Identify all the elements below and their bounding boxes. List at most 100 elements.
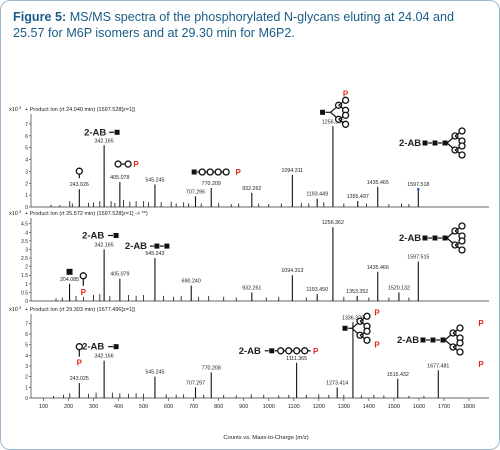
peak-label: 545.245 bbox=[145, 177, 164, 183]
two-ab-tag: 2-AB bbox=[82, 230, 104, 241]
x-tick-label: 100 bbox=[39, 404, 48, 410]
glycan-circle-icon bbox=[458, 151, 466, 159]
y-tick-label: 4 bbox=[25, 230, 28, 236]
peak-label: 932.261 bbox=[242, 285, 261, 291]
phosphate-label-icon: P bbox=[478, 319, 484, 328]
x-tick-label: 1800 bbox=[463, 404, 475, 410]
glycan-circle-icon bbox=[198, 168, 206, 176]
y-tick-label: 3 bbox=[25, 247, 28, 253]
glycan-circle-icon bbox=[124, 160, 132, 168]
glycan-circle-icon bbox=[458, 127, 466, 135]
y-tick-label: 3 bbox=[25, 364, 28, 370]
peak-label: 1435.465 bbox=[367, 180, 389, 186]
phosphate-label-icon: P bbox=[81, 288, 87, 297]
peak-label: 1597.515 bbox=[407, 255, 429, 261]
x-tick-label: 1200 bbox=[313, 404, 325, 410]
y-tick-label: 7 bbox=[25, 122, 28, 128]
glycan-circle-icon bbox=[363, 336, 371, 344]
glycan-circle-icon bbox=[341, 111, 350, 119]
phosphate-label-icon: P bbox=[343, 89, 349, 98]
x-tick-label: 1500 bbox=[388, 404, 400, 410]
spectrum-panel: x10 3 + Product Ion (rt 25.572 min) (1597.… bbox=[9, 209, 489, 305]
peak-label: 1353.352 bbox=[346, 289, 368, 295]
y-tick-label: 1.5 bbox=[21, 273, 28, 279]
peak-label: 204.085 bbox=[60, 277, 79, 283]
peak-label: 342.166 bbox=[95, 354, 114, 360]
phosphate-label-icon: P bbox=[77, 359, 83, 368]
glycan-square-icon bbox=[114, 129, 120, 135]
y-tick-label: 1 bbox=[25, 282, 28, 288]
peak-label: 1256.362 bbox=[322, 220, 344, 226]
y-tick-label: 2.5 bbox=[21, 256, 28, 262]
glycan-square-icon bbox=[442, 235, 448, 241]
spectrum-header: + Product Ion (rt 29.303 min) (1677.496[… bbox=[25, 307, 136, 313]
peak-label: 342.165 bbox=[95, 138, 114, 144]
glycan-square-icon bbox=[442, 140, 448, 146]
x-tick-label: 800 bbox=[214, 404, 223, 410]
glycan-square-icon bbox=[432, 235, 438, 241]
glycan-square-icon bbox=[154, 243, 160, 249]
peak-label: 690.240 bbox=[182, 279, 201, 285]
x-tick-label: 400 bbox=[114, 404, 123, 410]
glycan-circle-icon bbox=[301, 347, 309, 355]
x-tick-label: 1300 bbox=[338, 404, 350, 410]
y-tick-label: 5 bbox=[25, 146, 28, 152]
glycan-circle-icon bbox=[458, 237, 466, 245]
x-tick-label: 600 bbox=[164, 404, 173, 410]
figure-caption: Figure 5: MS/MS spectra of the phosphory… bbox=[13, 9, 489, 41]
y-scale-exponent: 3 bbox=[19, 209, 22, 214]
peak-label: 1520.132 bbox=[388, 285, 410, 291]
y-tick-label: 5 bbox=[25, 343, 28, 349]
glycan-circle-icon bbox=[341, 96, 350, 104]
y-tick-label: 0 bbox=[25, 299, 28, 305]
peak-label: 405.079 bbox=[110, 272, 129, 278]
x-tick-label: 300 bbox=[89, 404, 98, 410]
glycan-circle-icon bbox=[114, 160, 122, 168]
y-tick-label: 6 bbox=[25, 332, 28, 338]
y-tick-label: 4 bbox=[25, 158, 28, 164]
y-tick-label: 3 bbox=[25, 169, 28, 175]
glycan-square-icon bbox=[164, 243, 170, 249]
glycan-circle-icon bbox=[458, 142, 466, 150]
y-scale-label: x10 bbox=[9, 107, 18, 113]
glycan-circle-icon bbox=[222, 168, 230, 176]
x-tick-label: 1600 bbox=[413, 404, 425, 410]
y-tick-label: 6 bbox=[25, 134, 28, 140]
peak-label: 770.209 bbox=[202, 181, 221, 187]
glycan-circle-icon bbox=[456, 348, 464, 356]
two-ab-tag: 2-AB bbox=[399, 233, 421, 244]
glycan-square-icon bbox=[191, 169, 197, 175]
glycan-circle-icon bbox=[79, 272, 87, 280]
peak-label: 1094.311 bbox=[282, 168, 304, 174]
peak-marker bbox=[417, 187, 420, 191]
peak-label: 1094.313 bbox=[281, 268, 303, 274]
two-ab-tag: 2-AB bbox=[399, 138, 421, 149]
glycan-circle-icon bbox=[458, 222, 466, 230]
two-ab-tag: 2-AB bbox=[397, 335, 419, 346]
phosphate-label-icon: P bbox=[313, 347, 319, 356]
two-ab-tag: 2-AB bbox=[125, 241, 147, 252]
peak-label: 405.078 bbox=[110, 175, 129, 181]
figure-caption-text: MS/MS spectra of the phosphorylated N-gl… bbox=[13, 10, 455, 40]
glycan-circle-icon bbox=[214, 168, 222, 176]
y-tick-label: 0 bbox=[25, 396, 28, 402]
x-tick-label: 500 bbox=[139, 404, 148, 410]
two-ab-tag: 2-AB bbox=[84, 127, 106, 138]
peak-label: 1193.449 bbox=[306, 192, 328, 198]
y-tick-label: 1 bbox=[25, 193, 28, 199]
peak-label: 1111.365 bbox=[286, 356, 307, 362]
y-tick-label: 2 bbox=[25, 181, 28, 187]
x-tick-label: 900 bbox=[239, 404, 248, 410]
y-tick-label: 1 bbox=[25, 385, 28, 391]
x-axis-label: Counts vs. Mass-to-Charge (m/z) bbox=[223, 435, 308, 441]
phosphate-label-icon: P bbox=[374, 308, 380, 317]
y-tick-label: 4 bbox=[25, 353, 28, 359]
peak-label: 707.296 bbox=[186, 189, 205, 195]
x-tick-label: 700 bbox=[189, 404, 198, 410]
peak-label: 932.262 bbox=[242, 186, 261, 192]
y-scale-exponent: 3 bbox=[19, 305, 22, 310]
peak-label: 243.025 bbox=[70, 376, 89, 382]
peak-label: 770.208 bbox=[202, 365, 221, 371]
